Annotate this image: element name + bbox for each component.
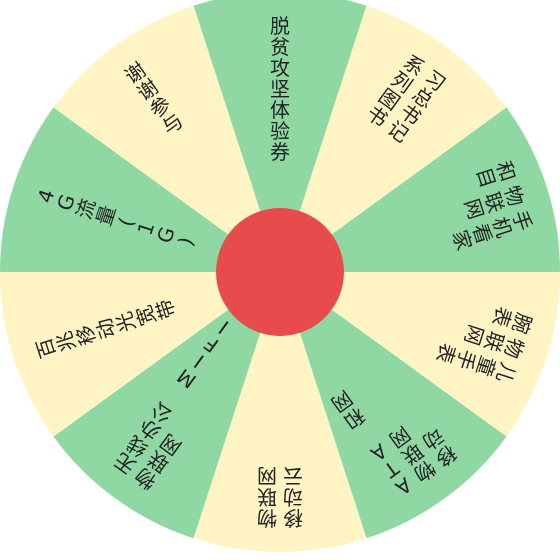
spin-center-button[interactable] [216,208,344,336]
segment-label-char: 物 [257,506,277,530]
segment-label-char: G [52,191,80,213]
segment-label-char: 攻 [270,56,290,80]
segment-label-char: 云 [283,464,303,488]
wheel-segment [193,0,367,272]
segment-label-char: 网 [257,464,277,488]
wheel-segment [53,272,280,539]
segment-label-char: 券 [270,140,290,164]
segment-label-char: 验 [270,119,290,143]
wheel-segment [53,5,280,273]
segment-label-char: 移 [283,506,303,530]
wheel-segment [280,107,560,272]
wheel-segment [280,272,560,437]
segment-label-char: 动 [283,485,303,509]
segment-label-char: 贫 [270,35,290,59]
wheel-segment [193,272,367,552]
segment-label-char: 脱 [270,14,290,38]
wheel-segment [0,272,280,437]
segment-label-char: 坚 [270,77,290,101]
segment-label-char: G [152,224,180,246]
segment-label-char: 联 [257,485,277,509]
wheel-segment [280,272,507,539]
wheel-segment [0,107,280,272]
wheel-segment [280,5,507,273]
segment-label-char: 体 [270,98,290,122]
